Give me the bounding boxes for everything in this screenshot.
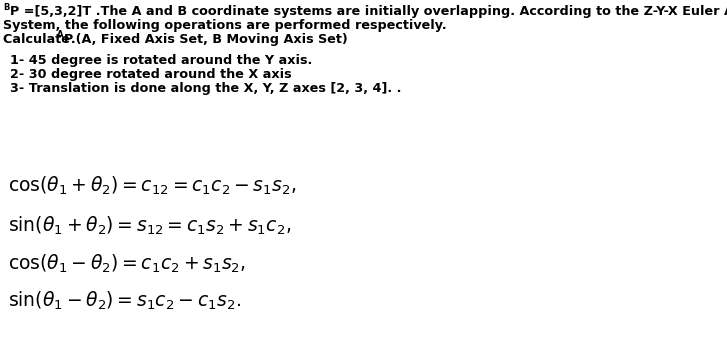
Text: $\sin(\theta_1 + \theta_2) = s_{12} = c_1s_2 + s_1c_2,$: $\sin(\theta_1 + \theta_2) = s_{12} = c_… — [8, 215, 292, 237]
Text: P.(A, Fixed Axis Set, B Moving Axis Set): P.(A, Fixed Axis Set, B Moving Axis Set) — [64, 33, 348, 46]
Text: 2- 30 degree rotated around the X axis: 2- 30 degree rotated around the X axis — [10, 68, 292, 81]
Text: $\cos(\theta_1 + \theta_2) = c_{12} = c_1c_2 - s_1s_2,$: $\cos(\theta_1 + \theta_2) = c_{12} = c_… — [8, 175, 297, 197]
Text: B: B — [3, 3, 9, 12]
Text: A: A — [57, 30, 63, 39]
Text: $\sin(\theta_1 - \theta_2) = s_1c_2 - c_1s_2.$: $\sin(\theta_1 - \theta_2) = s_1c_2 - c_… — [8, 290, 241, 312]
Text: 1- 45 degree is rotated around the Y axis.: 1- 45 degree is rotated around the Y axi… — [10, 54, 313, 67]
Text: Calculate: Calculate — [3, 33, 74, 46]
Text: System, the following operations are performed respectively.: System, the following operations are per… — [3, 19, 446, 32]
Text: $\cos(\theta_1 - \theta_2) = c_1c_2 + s_1s_2,$: $\cos(\theta_1 - \theta_2) = c_1c_2 + s_… — [8, 253, 246, 275]
Text: 3- Translation is done along the X, Y, Z axes [2, 3, 4]. .: 3- Translation is done along the X, Y, Z… — [10, 82, 401, 95]
Text: P =[5,3,2]T .The A and B coordinate systems are initially overlapping. According: P =[5,3,2]T .The A and B coordinate syst… — [10, 5, 727, 18]
